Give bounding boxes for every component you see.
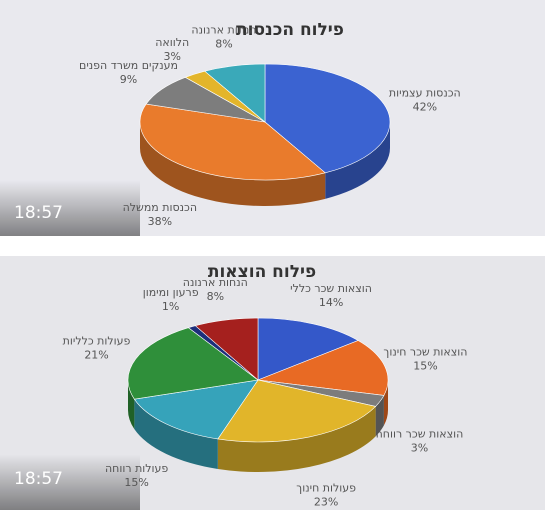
slice <box>194 317 259 381</box>
slice-label: פרעון ומימון <box>143 286 199 299</box>
slice-side <box>134 399 218 469</box>
value-label: 3% <box>164 50 181 63</box>
value-label: 21% <box>84 348 108 361</box>
slice-label: הנחות ארנונה <box>191 24 256 37</box>
slice-label: הכנסות עצמיות <box>389 86 461 99</box>
value-label: 15% <box>413 360 437 373</box>
value-label: 3% <box>411 442 428 455</box>
slice-side <box>128 380 135 430</box>
slice <box>264 63 391 174</box>
slice-side <box>375 395 384 437</box>
value-label: 8% <box>207 290 224 303</box>
slice-side <box>325 122 390 199</box>
slice <box>257 340 389 396</box>
slice-label: פעולות כלליות <box>63 334 131 347</box>
slice-label: הוצאות שכר חינוך <box>383 346 467 359</box>
value-label: 8% <box>215 38 232 51</box>
shade <box>0 454 140 510</box>
value-label: 14% <box>319 296 343 309</box>
slice-label: פעולות רווחה <box>105 462 168 475</box>
value-label: 15% <box>124 476 148 489</box>
timestamp: 18:57 <box>14 203 63 223</box>
value-label: 42% <box>413 100 437 113</box>
slice-side <box>383 380 388 426</box>
slice-label: פעולות חינוך <box>296 481 356 494</box>
chart-title: פילוח הכנסות <box>236 20 344 40</box>
slice <box>217 379 377 443</box>
timestamp: 18:57 <box>14 469 63 489</box>
slice-label: הלוואה <box>155 36 189 49</box>
slice <box>133 379 259 440</box>
value-label: 38% <box>148 215 172 228</box>
slice <box>257 317 359 381</box>
slice <box>139 103 326 181</box>
value-label: 23% <box>314 495 338 508</box>
value-label: 1% <box>162 300 179 313</box>
chart-title: פילוח הוצאות <box>208 262 316 282</box>
slice-label: הוצאות שכר כללי <box>290 282 372 295</box>
slice <box>127 327 259 400</box>
shade <box>0 180 140 236</box>
slice-label: הנחות ארנונה <box>183 276 248 289</box>
slice <box>204 63 266 123</box>
slice-side <box>140 122 326 207</box>
value-label: 9% <box>120 73 137 86</box>
slice-label: הוצאות שכר רווחה <box>376 428 464 441</box>
slice-label: הכנסות ממשלה <box>123 201 197 214</box>
slice-label: מענקים משרד הפנים <box>79 59 178 72</box>
